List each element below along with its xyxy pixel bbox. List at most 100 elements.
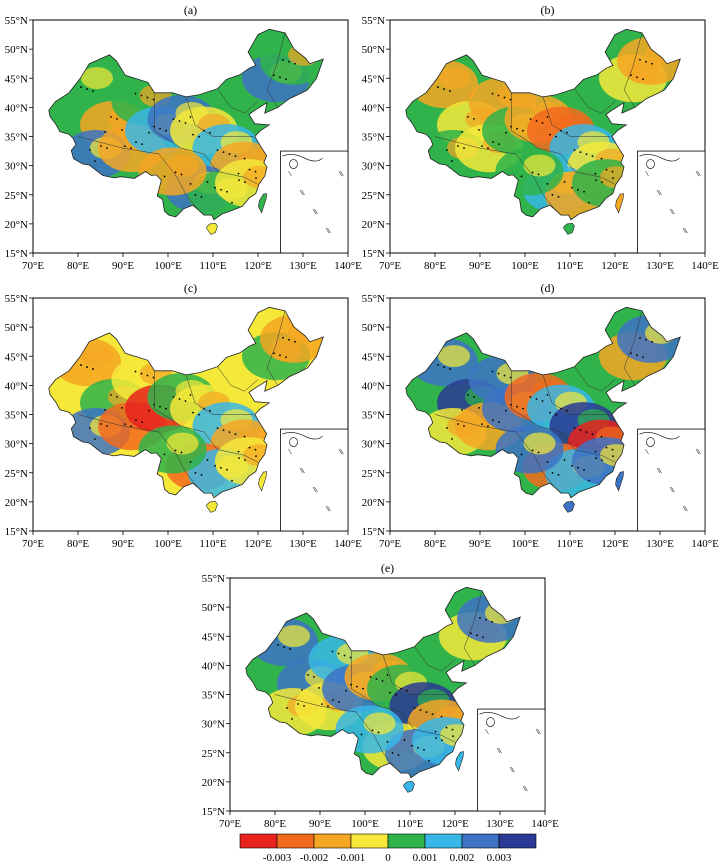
y-tick-label: 20°N — [362, 497, 385, 509]
significance-dot — [600, 157, 603, 160]
significance-dot — [573, 427, 576, 430]
significance-dot — [451, 160, 453, 162]
inset-boundary-dash — [524, 785, 528, 792]
south-china-sea-inset — [280, 150, 349, 254]
significance-dot — [425, 711, 428, 714]
significance-dot — [557, 196, 560, 198]
significance-dot — [601, 181, 603, 184]
significance-dot — [541, 122, 544, 124]
y-tick-label: 15°N — [5, 248, 28, 260]
map-panel: (d) 70°E 80°E 90°E 100°E 110°E 120°E 130°E 140°E… — [362, 281, 719, 550]
significance-dot — [124, 145, 126, 148]
significance-dot — [100, 423, 102, 425]
x-tick-label: 70°E — [22, 538, 44, 550]
significance-dot — [130, 425, 132, 428]
inset-boundary-dash — [671, 486, 675, 493]
trend-patch — [438, 345, 470, 368]
significance-dot — [571, 464, 573, 467]
inset-boundary-dash — [301, 467, 305, 474]
significance-dot — [473, 117, 475, 120]
x-tick-label: 120°E — [441, 818, 469, 830]
significance-dot — [435, 737, 437, 739]
significance-dot — [200, 196, 203, 198]
y-tick-label: 40°N — [5, 380, 28, 392]
significance-dot — [406, 689, 408, 692]
significance-dot — [639, 336, 641, 339]
inset-boundary-dash — [327, 505, 331, 512]
significance-dot — [470, 632, 472, 635]
significance-dot — [563, 181, 566, 183]
x-tick-label: 120°E — [601, 538, 629, 550]
significance-dot — [279, 354, 281, 357]
province-border — [266, 32, 286, 108]
x-tick-label: 130°E — [646, 538, 674, 550]
significance-dot — [445, 726, 448, 729]
y-tick-label: 40°N — [362, 380, 385, 392]
significance-dot — [237, 450, 240, 453]
significance-dot — [636, 76, 638, 79]
significance-dot — [549, 133, 551, 136]
significance-dot — [497, 372, 500, 375]
x-tick-label: 80°E — [424, 538, 446, 550]
map-panel: (e) 70°E 80°E 90°E 100°E 110°E 120°E 130°E 140°E… — [202, 561, 559, 830]
significance-dot — [457, 145, 459, 147]
significance-dot — [522, 129, 524, 132]
x-tick-label: 80°E — [264, 818, 286, 830]
significance-dot — [294, 62, 296, 65]
significance-dot — [645, 338, 647, 341]
x-tick-label: 140°E — [691, 260, 719, 272]
colorbar-segment — [239, 833, 278, 849]
significance-dot — [94, 438, 96, 440]
significance-dot — [645, 60, 647, 63]
significance-dot — [222, 151, 225, 154]
significance-dot — [595, 179, 597, 182]
significance-dot — [451, 438, 453, 440]
significance-dot — [583, 190, 585, 193]
significance-dot — [651, 340, 653, 343]
colorbar-label: 0.001 — [413, 852, 438, 864]
significance-dot — [189, 116, 192, 118]
significance-dot — [192, 133, 194, 136]
inset-boundary-dash — [695, 171, 700, 177]
significance-dot — [630, 352, 632, 355]
province-border — [274, 694, 395, 768]
panel-label: (e) — [381, 561, 394, 575]
colorbar-segment — [313, 833, 352, 849]
taiwan-island — [615, 193, 624, 214]
inset-boundary-dash — [645, 170, 649, 177]
significance-dot — [395, 693, 397, 696]
significance-dot — [282, 58, 284, 61]
inset-hainan — [289, 437, 298, 447]
significance-dot — [537, 451, 540, 454]
significance-dot — [313, 675, 315, 678]
significance-dot — [546, 183, 549, 185]
y-tick-label: 30°N — [362, 161, 385, 173]
significance-dot — [303, 705, 305, 707]
inset-boundary-dash — [522, 785, 527, 792]
inset-boundary-dash — [327, 227, 331, 234]
inset-coast — [282, 432, 323, 440]
inset-boundary-dash — [485, 728, 489, 735]
x-tick-label: 90°E — [469, 260, 491, 272]
significance-dot — [282, 336, 284, 339]
significance-dot — [80, 364, 82, 366]
significance-dot — [541, 400, 544, 402]
significance-dot — [449, 90, 451, 92]
significance-dot — [555, 135, 557, 138]
significance-dot — [491, 370, 494, 373]
province-border — [542, 374, 611, 415]
significance-dot — [537, 173, 540, 176]
x-tick-label: 140°E — [334, 538, 362, 550]
significance-dot — [273, 74, 275, 77]
significance-dot — [441, 739, 443, 741]
significance-dot — [220, 188, 222, 191]
inset-boundary-dash — [288, 448, 292, 455]
significance-dot — [375, 678, 378, 680]
significance-dot — [487, 147, 489, 150]
significance-dot — [612, 177, 614, 180]
significance-dot — [413, 707, 416, 710]
x-tick-label: 100°E — [154, 538, 182, 550]
significance-dot — [579, 151, 582, 154]
significance-dot — [585, 153, 588, 156]
